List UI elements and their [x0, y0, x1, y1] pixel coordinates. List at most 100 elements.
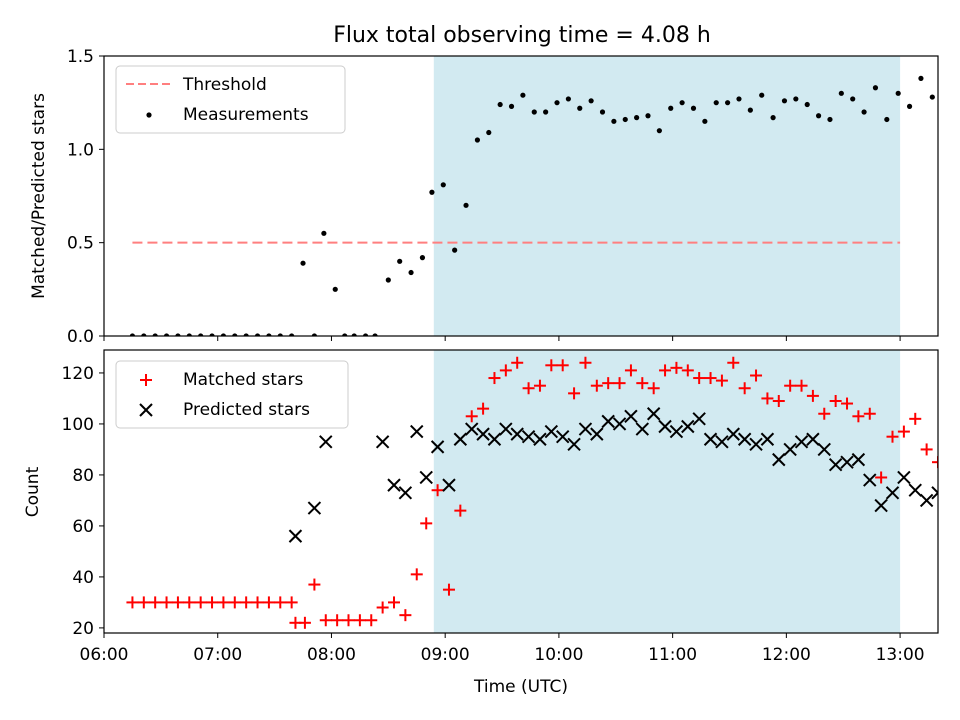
predicted-star-point [715, 435, 729, 449]
predicted-star-point [624, 409, 638, 423]
measurement-point [198, 333, 204, 336]
measurement-point [918, 75, 924, 81]
legend-threshold-label: Threshold [182, 75, 267, 95]
measurement-point [362, 333, 369, 336]
matched-star-point [431, 484, 444, 497]
matched-star-point [149, 596, 162, 609]
matched-star-point [298, 616, 311, 629]
predicted-star-point [931, 486, 938, 500]
bottom-y-tick-label: 20 [72, 619, 94, 639]
legend-predicted-label: Predicted stars [183, 400, 310, 420]
predicted-star-point [612, 417, 627, 431]
predicted-star-point [828, 458, 843, 472]
measurement-point [827, 116, 833, 123]
measurement-point [747, 107, 753, 113]
measurement-point [656, 128, 662, 134]
top-frame [103, 55, 939, 337]
matched-star-point [568, 387, 581, 400]
xlabel: Time (UTC) [473, 677, 568, 697]
legend-measurements-label: Measurements [183, 105, 309, 125]
matched-star-point [262, 596, 275, 609]
measurement-point [554, 100, 560, 106]
measurement-point [895, 90, 901, 96]
matched-legend-marker [140, 374, 152, 386]
measurement-point [793, 96, 799, 102]
matched-star-point [420, 517, 433, 530]
measurement-point [884, 116, 890, 123]
top-ylabel: Matched/Predicted stars [29, 93, 49, 299]
matched-star-point [681, 364, 694, 377]
measurement-point [861, 109, 867, 115]
predicted-star-point [692, 412, 706, 426]
predicted-star-point [737, 432, 752, 446]
x-tick-label: 09:00 [421, 645, 470, 665]
predicted-star-point [307, 501, 322, 515]
matched-star-point [852, 410, 865, 423]
predicted-star-point [533, 432, 547, 446]
matched-star-point [365, 614, 378, 627]
predicted-star-point [430, 440, 445, 454]
matched-star-point [533, 379, 546, 392]
matched-star-point [886, 430, 899, 443]
predicted-star-point [897, 470, 911, 485]
measurement-point [804, 101, 810, 108]
matched-star-point [750, 369, 763, 382]
measurement-point [508, 103, 515, 109]
predicted-star-point [726, 427, 740, 441]
measurement-point [429, 189, 435, 195]
matched-star-point [624, 364, 637, 377]
matched-star-point [636, 377, 649, 390]
measurement-point [645, 113, 651, 119]
top-y-tick-label: 0.5 [67, 234, 94, 254]
matched-star-point [240, 596, 253, 609]
measurement-point [759, 92, 765, 98]
bottom-y-axis: 20 40 60 80 100 120 [62, 364, 104, 639]
matched-star-point [171, 596, 184, 609]
measurement-point [289, 333, 295, 336]
matched-star-point [183, 596, 196, 609]
measurement-point [599, 109, 606, 115]
measurement-point [129, 333, 136, 336]
x-tick-label: 07:00 [193, 645, 242, 665]
matched-star-point [545, 359, 558, 372]
predicted-star-point [544, 424, 559, 439]
predicted-star-point [635, 422, 650, 436]
matched-star-point [353, 614, 366, 627]
measurement-point [531, 109, 537, 115]
predicted-star-point [908, 483, 922, 497]
measurement-point [577, 105, 583, 111]
predicted-star-point [410, 424, 424, 439]
predicted-star-point [646, 407, 661, 421]
measurement-point [679, 100, 685, 106]
measurements-legend-marker [146, 112, 152, 118]
measurement-point [463, 202, 469, 208]
measurement-point [520, 92, 526, 98]
predicted-star-point [375, 435, 390, 449]
matched-star-point [308, 578, 321, 591]
matched-star-point [613, 377, 626, 390]
predicted-star-point [817, 442, 831, 457]
bottom-y-tick-label: 120 [62, 364, 94, 384]
matched-star-point [319, 614, 332, 627]
matched-star-point [693, 372, 706, 385]
measurement-point [815, 113, 822, 119]
matched-star-point [738, 382, 751, 395]
top-legend-box [115, 65, 346, 134]
predicted-star-point [521, 429, 536, 444]
top-panel: 0.0 0.5 1.0 1.5 Matched/Predicted stars Thr… [29, 47, 939, 347]
matched-star-point [228, 596, 241, 609]
matched-star-point [875, 471, 888, 484]
measurement-point [243, 333, 249, 336]
measurement-point [266, 333, 272, 336]
measurement-point [838, 90, 844, 96]
predicted-star-point [681, 419, 695, 434]
predicted-star-point [555, 429, 570, 444]
predicted-star-point [703, 432, 718, 446]
bottom-plot-area [126, 356, 938, 629]
x-tick-label: 06:00 [80, 645, 129, 665]
chart-title: Flux total observing time = 4.08 h [333, 23, 711, 48]
matched-star-point [126, 596, 139, 609]
shaded-region [433, 56, 901, 336]
matched-star-point [331, 614, 344, 627]
